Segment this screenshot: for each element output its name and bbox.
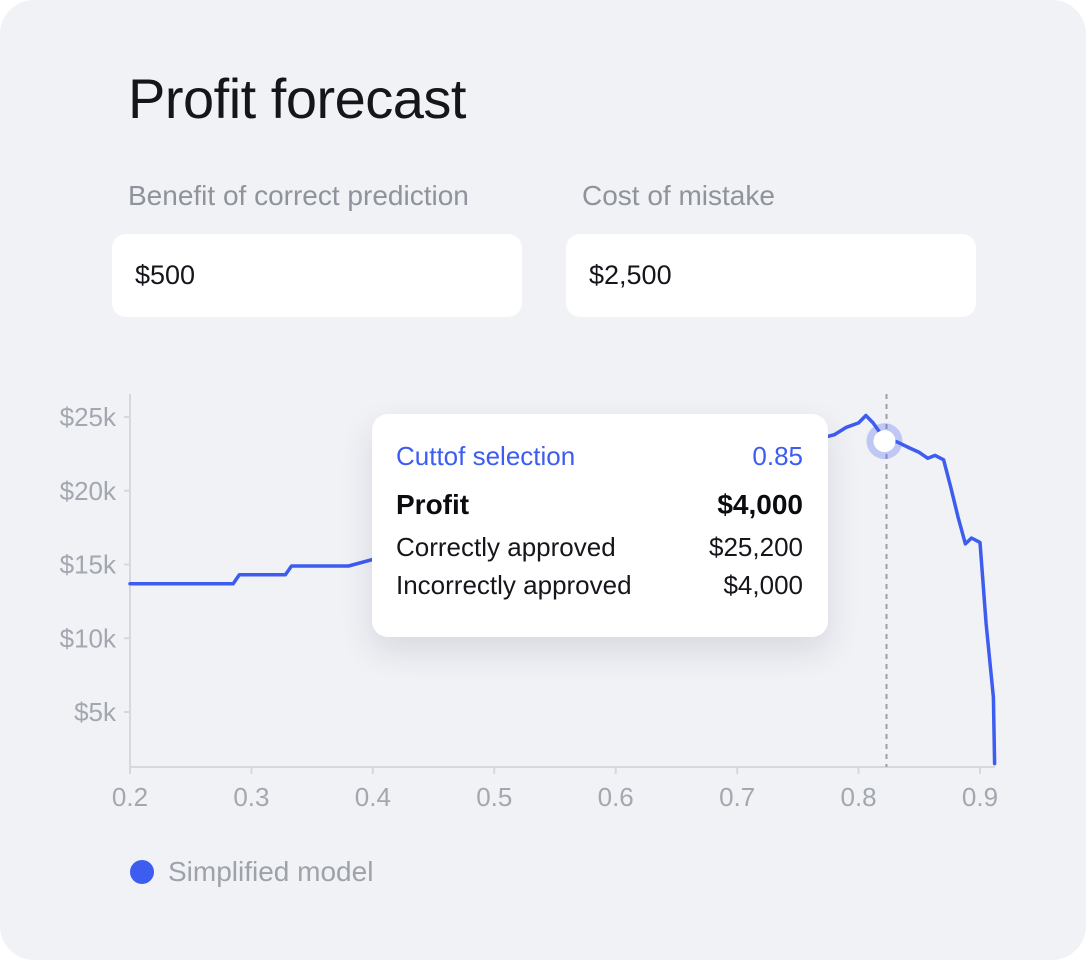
- tooltip-header: Cuttof selection 0.85: [396, 438, 803, 474]
- tooltip-heading: Cuttof selection: [396, 440, 576, 471]
- tooltip-cutoff-value: 0.85: [752, 440, 803, 471]
- cost-label: Cost of mistake: [582, 180, 775, 211]
- x-tick-label: 0.3: [233, 782, 269, 812]
- tooltip-incorrect-row: Incorrectly approved $4,000: [396, 566, 803, 604]
- cost-field[interactable]: [566, 234, 976, 317]
- chart-legend[interactable]: Simplified model: [130, 856, 373, 888]
- x-tick-label: 0.7: [719, 782, 755, 812]
- benefit-field[interactable]: [112, 234, 522, 317]
- legend-label: Simplified model: [168, 856, 374, 887]
- tooltip-correct-value: $25,200: [709, 531, 803, 562]
- y-tick-label: $10k: [60, 623, 117, 653]
- tooltip-profit-value: $4,000: [717, 489, 803, 520]
- tooltip-incorrect-value: $4,000: [723, 569, 803, 600]
- legend-swatch-icon: [130, 860, 154, 884]
- x-tick-label: 0.5: [476, 782, 512, 812]
- y-tick-label: $20k: [60, 476, 117, 506]
- y-tick-label: $25k: [60, 402, 117, 432]
- y-tick-label: $15k: [60, 550, 117, 580]
- cutoff-tooltip: Cuttof selection 0.85 Profit $4,000 Corr…: [372, 414, 828, 637]
- tooltip-incorrect-label: Incorrectly approved: [396, 569, 632, 600]
- benefit-input[interactable]: [135, 260, 522, 291]
- y-tick-label: $5k: [74, 697, 117, 727]
- tooltip-correct-label: Correctly approved: [396, 531, 616, 562]
- x-tick-label: 0.2: [112, 782, 148, 812]
- page-title: Profit forecast: [128, 67, 466, 130]
- tooltip-profit-row: Profit $4,000: [396, 482, 803, 528]
- benefit-label: Benefit of correct prediction: [128, 180, 469, 211]
- series-line: [128, 413, 997, 766]
- cutoff-marker: [873, 430, 896, 453]
- x-tick-label: 0.6: [598, 782, 634, 812]
- x-tick-label: 0.4: [355, 782, 391, 812]
- x-tick-label: 0.8: [840, 782, 876, 812]
- x-tick-label: 0.9: [962, 782, 998, 812]
- tooltip-correct-row: Correctly approved $25,200: [396, 528, 803, 566]
- tooltip-profit-label: Profit: [396, 489, 470, 520]
- cost-input[interactable]: [589, 260, 976, 291]
